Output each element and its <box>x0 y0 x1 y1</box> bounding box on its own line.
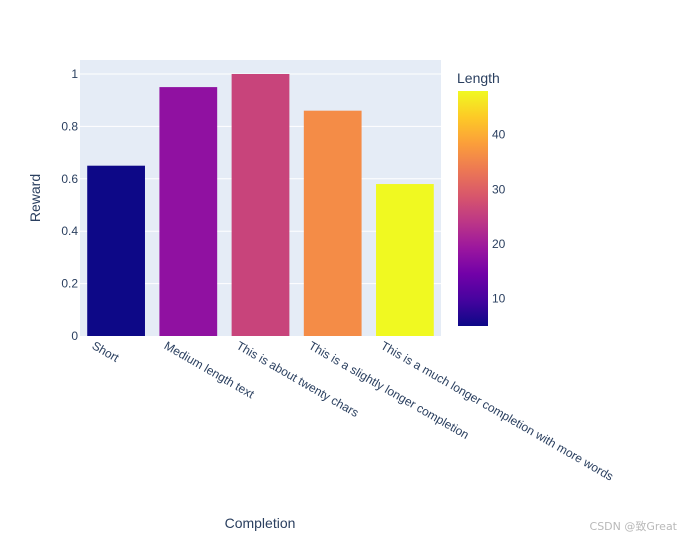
bar <box>159 87 218 336</box>
y-tick-label: 0 <box>71 329 78 343</box>
y-tick-label: 1 <box>71 67 78 81</box>
x-axis-title: Completion <box>225 515 296 531</box>
bars <box>87 74 434 337</box>
bar <box>303 110 362 337</box>
y-tick-label: 0.2 <box>61 277 78 291</box>
colorbar-title: Length <box>457 70 500 86</box>
x-tick-label: Short <box>90 338 122 365</box>
watermark: CSDN @致Great <box>589 520 677 533</box>
colorbar-tick-label: 10 <box>492 292 506 306</box>
bar <box>231 74 290 336</box>
colorbar-ticks: 10 20 30 40 <box>492 128 506 306</box>
bar <box>87 165 145 336</box>
colorbar-tick-label: 30 <box>492 182 506 196</box>
bar <box>376 184 434 336</box>
y-tick-labels: 0 0.2 0.4 0.6 0.8 1 <box>61 67 78 343</box>
y-tick-label: 0.8 <box>61 119 78 133</box>
colorbar-tick-label: 40 <box>492 128 506 142</box>
y-tick-label: 0.6 <box>61 172 78 186</box>
x-tick-label: This is about twenty chars <box>234 338 361 419</box>
colorbar-gradient <box>458 91 488 326</box>
colorbar: Length 10 20 30 40 <box>457 70 506 326</box>
y-tick-label: 0.4 <box>61 224 78 238</box>
colorbar-tick-label: 20 <box>492 237 506 251</box>
y-axis-title: Reward <box>27 174 43 222</box>
